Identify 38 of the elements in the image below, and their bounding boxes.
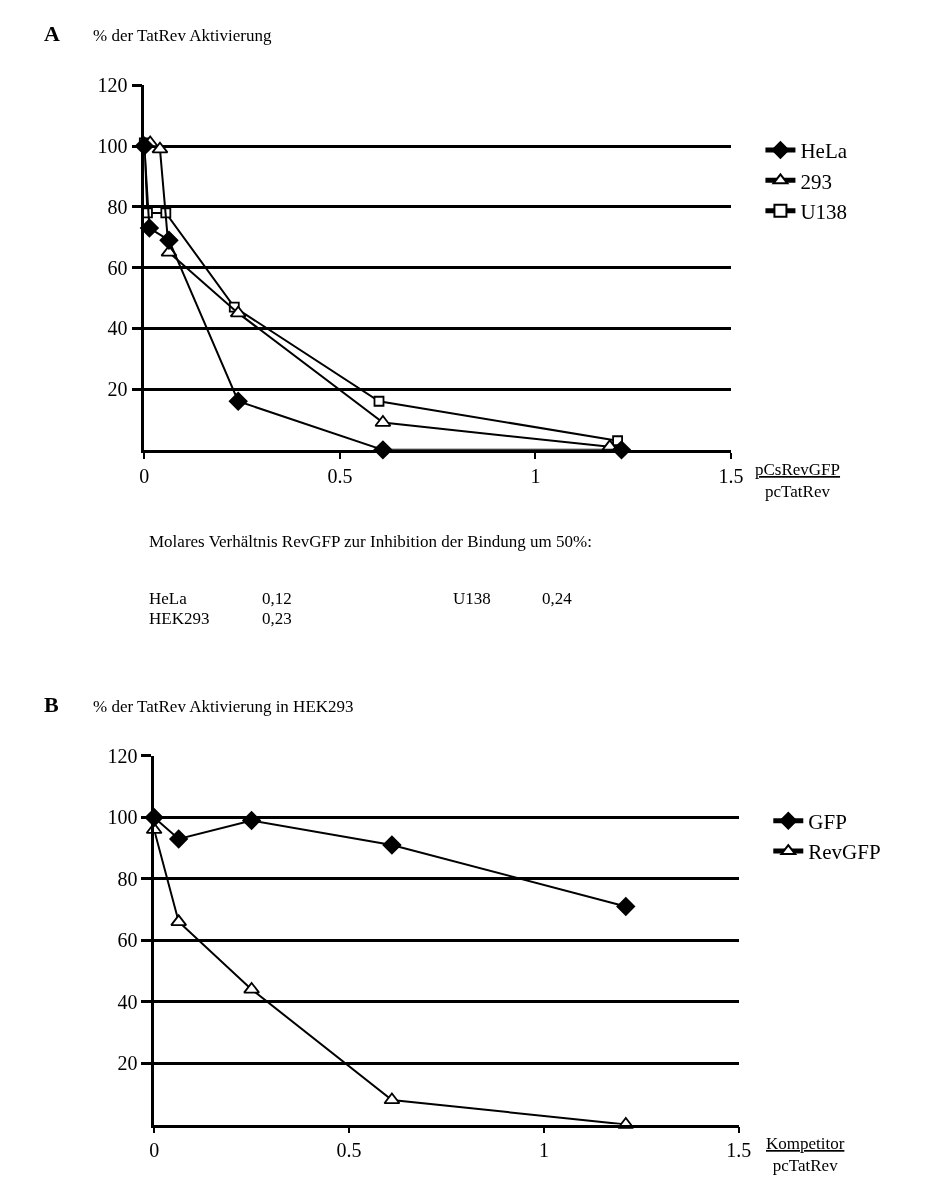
- text: 0,24: [542, 589, 573, 608]
- y-tick-label: 20: [117, 1052, 138, 1075]
- x-tick-label: 1: [530, 464, 541, 487]
- y-tick-label: 40: [117, 990, 138, 1013]
- text: 0,23: [262, 609, 292, 628]
- x-axis-title: Kompetitor pcTatRev: [766, 1134, 845, 1176]
- x-axis-title: pCsRevGFP pcTatRev: [755, 460, 841, 502]
- y-tick-label: 80: [107, 195, 128, 218]
- text: HEK293: [149, 609, 210, 628]
- y-tick-label: 120: [97, 74, 128, 97]
- y-tick-label: 20: [107, 378, 128, 401]
- text: U138: [453, 589, 491, 608]
- text: 0,12: [262, 589, 292, 608]
- y-tick-label: 120: [107, 744, 138, 767]
- y-axis-title: % der TatRev Aktivierung: [93, 26, 272, 45]
- x-tick-label: 1: [538, 1139, 549, 1162]
- text: Molares Verhältnis RevGFP zur Inhibition der Bindung um 50%:: [149, 532, 592, 551]
- x-tick-label: 0: [149, 1139, 160, 1162]
- legend-label: GFP: [808, 809, 847, 834]
- y-tick-label: 80: [117, 867, 138, 890]
- legend-label: RevGFP: [808, 840, 881, 865]
- x-tick-label: 0.5: [327, 464, 353, 487]
- legend-label: U138: [800, 199, 848, 224]
- legend-label: 293: [800, 169, 832, 194]
- y-tick-label: 100: [107, 806, 138, 829]
- chart-title: B: [44, 692, 59, 717]
- chart-title: A: [44, 21, 60, 46]
- y-tick-label: 40: [107, 317, 128, 340]
- y-tick-label: 60: [107, 256, 128, 279]
- text: HeLa: [149, 589, 188, 608]
- legend-label: HeLa: [800, 139, 848, 164]
- y-tick-label: 60: [117, 929, 138, 952]
- y-tick-label: 100: [97, 135, 128, 158]
- x-tick-label: 0: [139, 464, 150, 487]
- x-tick-label: 0.5: [336, 1139, 362, 1162]
- x-tick-label: 1.5: [726, 1139, 752, 1162]
- x-tick-label: 1.5: [718, 464, 744, 487]
- y-axis-title: % der TatRev Aktivierung in HEK293: [93, 697, 354, 716]
